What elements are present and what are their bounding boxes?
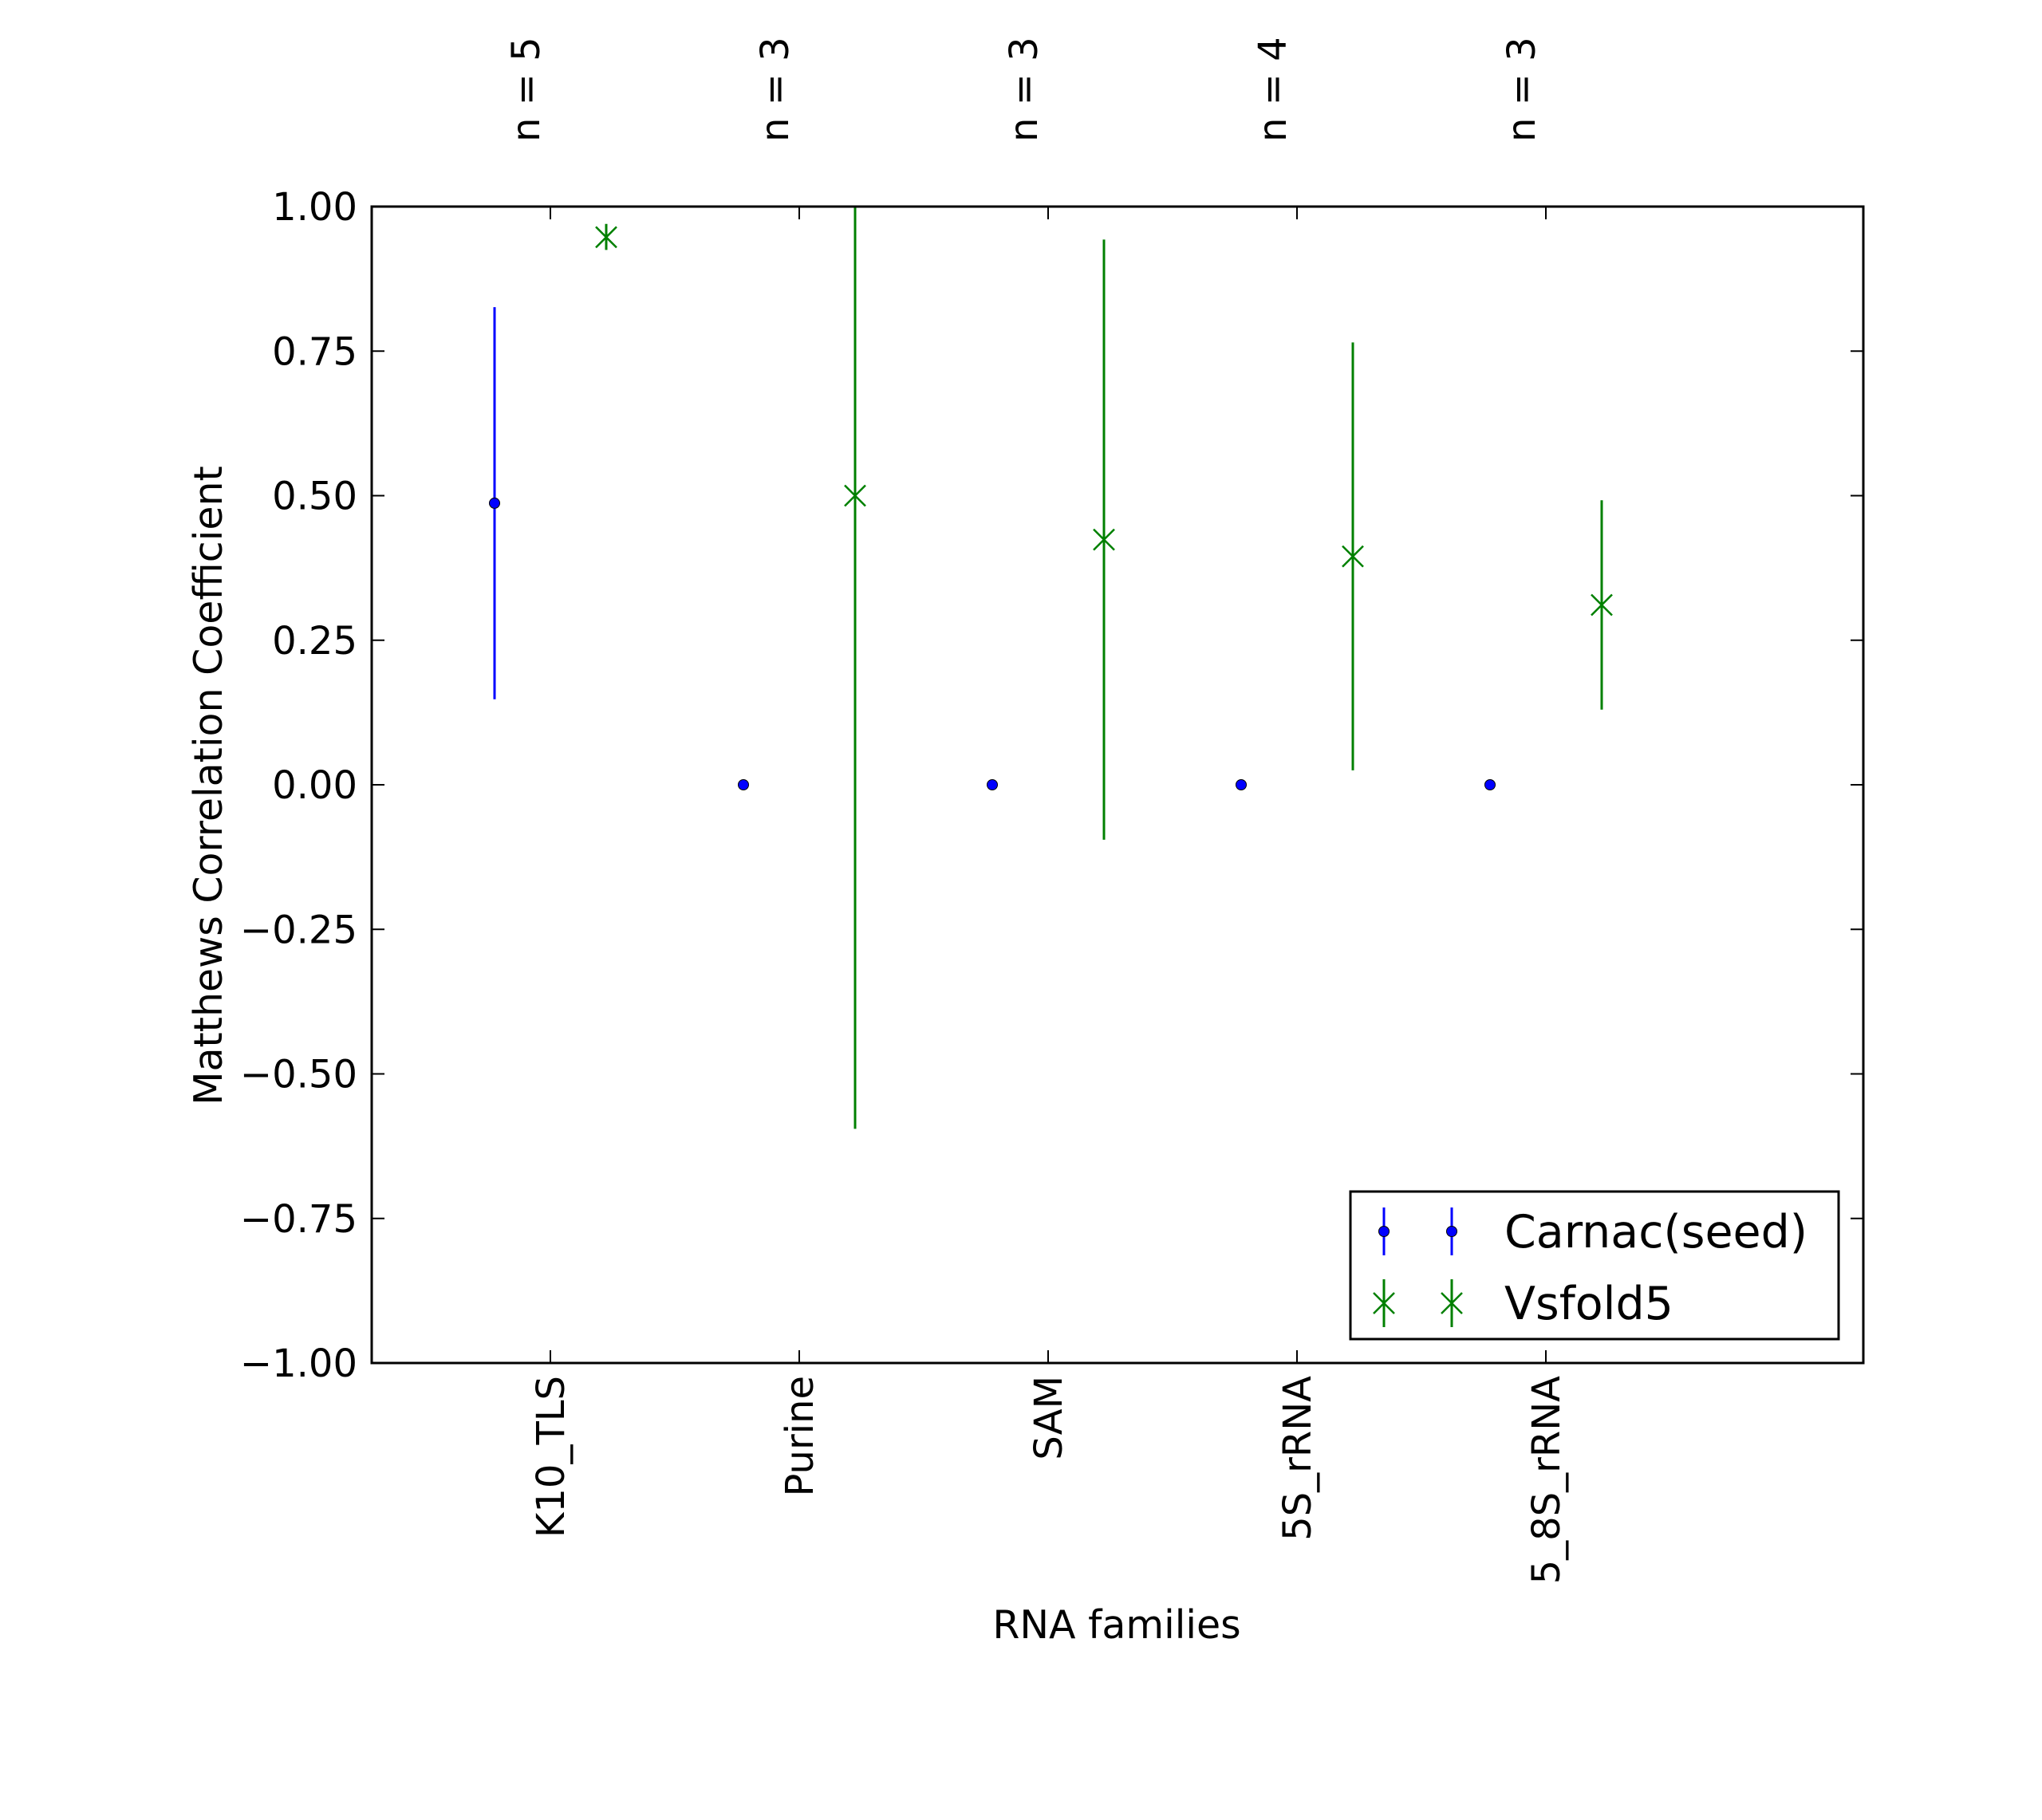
y-tick-label: 0.75 — [272, 329, 357, 374]
data-point — [595, 226, 617, 249]
count-label: n = 4 — [1251, 37, 1295, 142]
data-point — [987, 779, 998, 790]
x-tick-label: K10_TLS — [529, 1376, 574, 1538]
count-label: n = 3 — [1500, 37, 1544, 142]
data-point — [844, 484, 866, 507]
legend-marker — [1373, 1292, 1395, 1314]
data-point — [1093, 528, 1115, 551]
data-point — [1236, 779, 1247, 790]
legend-marker — [1441, 1292, 1463, 1314]
data-point — [1484, 779, 1496, 790]
x-tick-label: 5_8S_rRNA — [1524, 1376, 1569, 1585]
legend-label: Carnac(seed) — [1504, 1206, 1807, 1259]
data-point — [489, 497, 500, 509]
y-tick-label: 1.00 — [272, 185, 357, 230]
x-tick-label: Purine — [778, 1376, 822, 1497]
y-tick-label: 0.00 — [272, 763, 357, 808]
count-label: n = 3 — [753, 37, 798, 142]
x-tick-label: SAM — [1027, 1376, 1071, 1460]
axis-ticks — [372, 206, 1863, 1364]
y-tick-label: 0.25 — [272, 619, 357, 664]
y-tick-label: −1.00 — [240, 1341, 357, 1386]
legend-box — [1349, 1190, 1840, 1341]
data-point — [1342, 545, 1364, 568]
legend-marker — [1446, 1226, 1457, 1237]
data-point — [1591, 593, 1613, 617]
legend: Carnac(seed) Vsfold5 — [1349, 1190, 1840, 1341]
x-tick-label: 5S_rRNA — [1275, 1376, 1320, 1541]
y-tick-label: 0.50 — [272, 475, 357, 519]
legend-marker — [1378, 1226, 1390, 1237]
count-label: n = 3 — [1002, 37, 1047, 142]
y-tick-label: −0.50 — [240, 1053, 357, 1097]
count-label: n = 5 — [504, 37, 549, 142]
x-axis-label: RNA families — [992, 1602, 1240, 1648]
y-tick-label: −0.75 — [240, 1197, 357, 1242]
data-point — [738, 779, 749, 790]
chart-marks — [489, 207, 1613, 1129]
y-axis-label: Matthews Correlation Coefficient — [186, 466, 231, 1105]
y-tick-label: −0.25 — [240, 908, 357, 952]
axis-labels: 1.00 0.75 0.50 0.25 0.00 −0.25 −0.50 −0.75 −1.00… — [240, 37, 1569, 1584]
legend-label: Vsfold5 — [1504, 1278, 1673, 1330]
plot-frame — [370, 205, 1865, 1365]
